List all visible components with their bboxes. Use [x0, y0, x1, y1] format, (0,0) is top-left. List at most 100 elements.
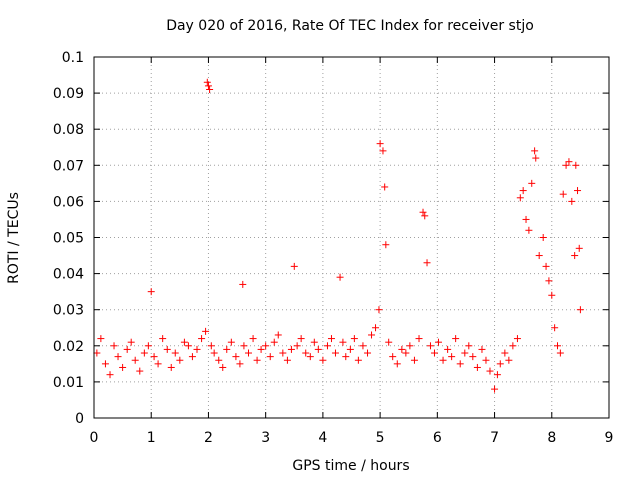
- data-point: [379, 147, 387, 155]
- data-point: [193, 345, 201, 353]
- data-point: [439, 356, 447, 364]
- data-point: [136, 367, 144, 375]
- data-point: [509, 342, 517, 350]
- data-point: [398, 345, 406, 353]
- data-point: [219, 363, 227, 371]
- data-point: [206, 85, 214, 93]
- data-point: [415, 335, 423, 343]
- data-point: [423, 259, 431, 267]
- x-axis-title: GPS time / hours: [292, 458, 409, 474]
- data-point: [223, 345, 231, 353]
- x-tick-label: 2: [204, 430, 213, 446]
- data-point: [227, 338, 235, 346]
- data-point: [469, 353, 477, 361]
- data-point: [240, 342, 248, 350]
- data-point: [568, 197, 576, 205]
- data-point: [385, 338, 393, 346]
- y-tick-label: 0: [75, 411, 84, 427]
- data-point: [501, 349, 509, 357]
- data-point: [548, 291, 556, 299]
- y-tick-label: 0.08: [53, 122, 84, 138]
- x-tick-label: 3: [261, 430, 270, 446]
- data-point: [97, 335, 105, 343]
- data-point: [381, 183, 389, 191]
- plot-frame: [93, 56, 610, 419]
- data-point: [290, 262, 298, 270]
- data-point: [354, 356, 362, 364]
- data-point: [389, 353, 397, 361]
- grid-layer: [94, 57, 609, 418]
- data-point: [171, 349, 179, 357]
- data-point: [364, 349, 372, 357]
- x-tick-label: 1: [147, 430, 156, 446]
- y-tick-label: 0.09: [53, 86, 84, 102]
- data-point: [327, 335, 335, 343]
- data-point: [559, 190, 567, 198]
- data-point: [154, 360, 162, 368]
- y-axis-title: ROTI / TECUs: [6, 192, 22, 284]
- data-point: [525, 226, 533, 234]
- x-tick-label: 6: [433, 430, 442, 446]
- data-point: [434, 338, 442, 346]
- data-point: [210, 349, 218, 357]
- data-point: [346, 345, 354, 353]
- data-point: [574, 187, 582, 195]
- x-tick-label: 9: [605, 430, 614, 446]
- data-point: [554, 342, 561, 350]
- y-tick-label: 0.06: [53, 194, 84, 210]
- data-point: [382, 241, 390, 249]
- x-tick-label: 0: [90, 430, 99, 446]
- data-point: [245, 349, 252, 357]
- data-point: [496, 360, 504, 368]
- data-point: [184, 342, 192, 350]
- data-point: [473, 363, 481, 371]
- data-point: [535, 252, 543, 260]
- data-point: [215, 356, 223, 364]
- data-point: [562, 161, 570, 169]
- data-point: [106, 371, 114, 379]
- data-point: [545, 277, 553, 285]
- data-point: [204, 82, 212, 90]
- data-point: [236, 360, 244, 368]
- data-point: [279, 349, 287, 357]
- data-point: [531, 147, 539, 155]
- data-point: [419, 208, 427, 216]
- data-point: [452, 335, 460, 343]
- data-point: [402, 349, 410, 357]
- data-point: [375, 306, 383, 314]
- x-tick-label: 7: [490, 430, 499, 446]
- data-point: [336, 273, 344, 281]
- data-point: [319, 356, 327, 364]
- data-point: [493, 371, 501, 379]
- data-point: [310, 338, 318, 346]
- data-point: [167, 363, 175, 371]
- data-point: [302, 349, 310, 357]
- data-point: [203, 78, 211, 86]
- data-point: [482, 356, 490, 364]
- data-point: [180, 338, 188, 346]
- data-point: [283, 356, 291, 364]
- data-point: [522, 215, 530, 223]
- data-point: [150, 353, 158, 361]
- data-point: [93, 349, 101, 357]
- data-point: [270, 338, 278, 346]
- data-point: [393, 360, 401, 368]
- data-point: [323, 342, 331, 350]
- data-point: [274, 331, 282, 339]
- data-point: [372, 324, 380, 332]
- data-point: [572, 161, 580, 169]
- data-point: [147, 288, 155, 296]
- data-point: [551, 324, 559, 332]
- data-point: [207, 342, 215, 350]
- chart-title: Day 020 of 2016, Rate Of TEC Index for r…: [166, 18, 534, 34]
- data-point: [426, 342, 434, 350]
- data-point: [478, 345, 486, 353]
- data-point: [287, 345, 295, 353]
- x-tick-label: 4: [318, 430, 327, 446]
- data-point: [110, 342, 118, 350]
- data-point: [249, 335, 257, 343]
- data-point: [342, 353, 350, 361]
- data-point: [539, 234, 547, 241]
- data-point: [159, 335, 167, 343]
